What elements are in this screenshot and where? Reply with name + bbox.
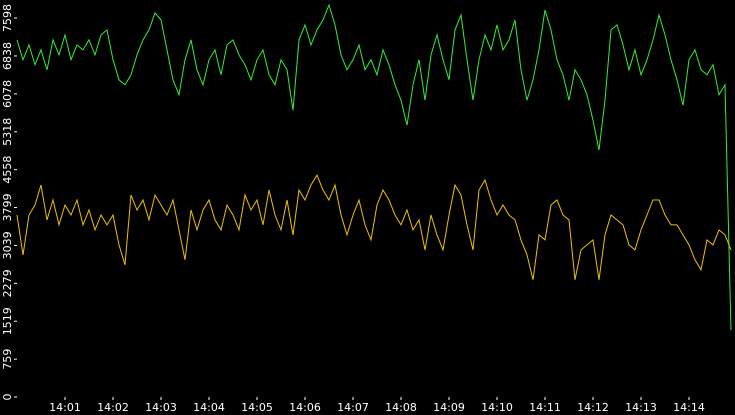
y-tick-label: 0 bbox=[1, 394, 14, 401]
x-tick-label: 14:08 bbox=[385, 401, 417, 414]
x-tick-label: 14:01 bbox=[49, 401, 81, 414]
y-tick-label: 6838 bbox=[1, 42, 14, 70]
x-tick-label: 14:13 bbox=[625, 401, 657, 414]
y-tick-label: 1519 bbox=[1, 307, 14, 335]
x-tick-label: 14:11 bbox=[529, 401, 561, 414]
series-line bbox=[16, 173, 732, 280]
y-tick-label: 4558 bbox=[1, 156, 14, 184]
y-tick-label: 7598 bbox=[1, 4, 14, 32]
y-tick-label: 2279 bbox=[1, 269, 14, 297]
x-tick-label: 14:05 bbox=[241, 401, 273, 414]
y-tick-label: 759 bbox=[1, 349, 14, 370]
x-tick-label: 14:02 bbox=[97, 401, 129, 414]
series-line bbox=[16, 3, 732, 331]
y-tick-label: 6078 bbox=[1, 80, 14, 108]
x-tick-label: 14:12 bbox=[577, 401, 609, 414]
x-tick-label: 14:10 bbox=[481, 401, 513, 414]
y-tick-label: 3799 bbox=[1, 194, 14, 222]
y-tick-label: 5318 bbox=[1, 118, 14, 146]
x-tick-label: 14:14 bbox=[673, 401, 705, 414]
x-tick-label: 14:09 bbox=[433, 401, 465, 414]
y-tick-label: 3039 bbox=[1, 231, 14, 259]
x-tick-label: 14:07 bbox=[337, 401, 369, 414]
x-tick-label: 14:06 bbox=[289, 401, 321, 414]
x-tick-label: 14:03 bbox=[145, 401, 177, 414]
x-tick-label: 14:04 bbox=[193, 401, 225, 414]
